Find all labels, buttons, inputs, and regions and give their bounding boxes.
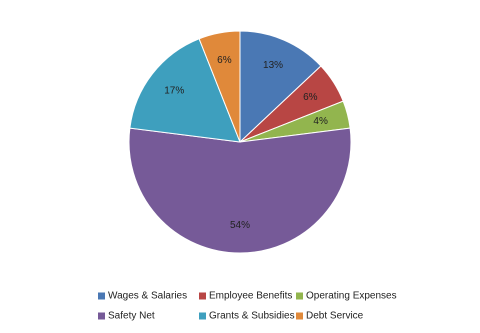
pie-slice	[128, 127, 352, 254]
legend-swatch	[296, 292, 303, 300]
legend-label: Wages & Salaries	[108, 291, 187, 302]
pie-slice	[129, 38, 241, 143]
slice-label: 6%	[217, 55, 232, 66]
legend-swatch	[98, 312, 105, 320]
legend-label: Employee Benefits	[209, 291, 292, 302]
legend-label: Grants & Subsidies	[209, 311, 295, 322]
legend-label: Operating Expenses	[306, 291, 397, 302]
legend-swatch	[199, 292, 206, 300]
legend-label: Debt Service	[306, 311, 364, 322]
legend-swatch	[199, 312, 206, 320]
legend-label: Safety Net	[108, 311, 155, 322]
slice-label: 17%	[164, 86, 184, 97]
legend-swatch	[98, 292, 105, 300]
slice-label: 6%	[303, 92, 318, 103]
slice-label: 54%	[230, 220, 250, 231]
slice-label: 13%	[263, 60, 283, 71]
legend-swatch	[296, 312, 303, 320]
pie-slice	[198, 30, 241, 143]
pie-slice	[239, 30, 322, 144]
slice-label: 4%	[313, 116, 328, 127]
